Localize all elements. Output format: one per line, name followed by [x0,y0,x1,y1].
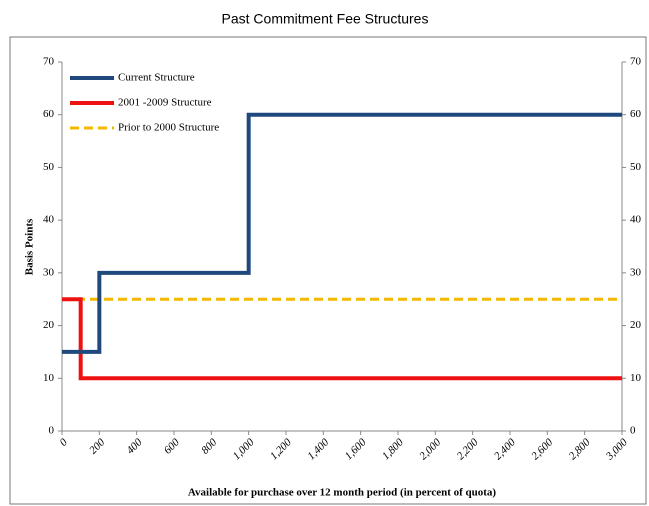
x-tick-label: 1,000 [231,436,257,462]
x-tick-label: 1,600 [343,436,369,462]
x-tick-label: 800 [199,436,220,457]
y-tick-label: 10 [43,372,55,384]
x-tick-label: 1,200 [268,436,294,462]
x-tick-label: 2,200 [455,436,481,462]
x-tick-label: 3,000 [603,436,630,463]
legend-label: 2001 -2009 Structure [118,97,212,109]
y-tick-label: 20 [43,319,55,331]
x-tick-label: 200 [87,436,108,457]
y2-tick-label: 50 [630,161,642,173]
y2-tick-label: 70 [630,56,642,68]
x-tick-label: 0 [58,436,71,449]
x-tick-label: 2,800 [567,436,593,462]
legend-label: Current Structure [118,72,195,84]
x-tick-label: 400 [124,436,145,457]
y-tick-label: 70 [43,56,55,68]
series-line [62,297,622,381]
x-tick-label: 1,400 [305,436,331,462]
chart-title: Past Commitment Fee Structures [222,11,429,27]
y-axis-label: Basis Points [24,218,36,275]
chart-border [9,36,647,505]
y-tick-label: 0 [49,425,55,437]
legend-label: Prior to 2000 Structure [118,122,219,134]
x-tick-label: 2,600 [529,436,555,462]
x-tick-label: 600 [162,436,183,457]
y2-tick-label: 0 [630,425,636,437]
y2-tick-label: 40 [630,214,642,226]
y2-tick-label: 10 [630,372,642,384]
y-tick-label: 30 [43,266,55,278]
x-tick-label: 1,800 [380,436,406,462]
y2-tick-label: 20 [630,319,642,331]
y-tick-label: 60 [43,108,55,120]
x-tick-label: 2,400 [492,436,518,462]
y2-tick-label: 60 [630,108,642,120]
y-tick-label: 50 [43,161,55,173]
y2-tick-label: 30 [630,266,642,278]
x-tick-label: 2,000 [417,436,443,462]
x-axis-label: Available for purchase over 12 month per… [188,487,497,499]
series-line [62,112,622,354]
y-tick-label: 40 [43,214,55,226]
